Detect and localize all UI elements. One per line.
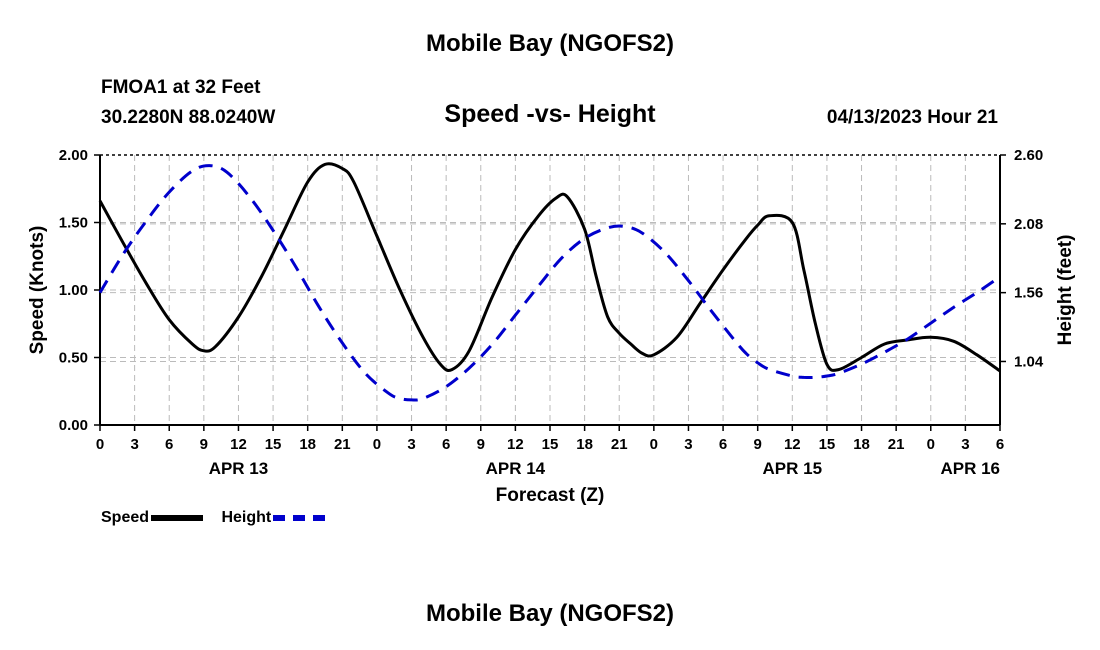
x-tick-label: 0 — [373, 436, 381, 453]
date-label: APR 16 — [940, 459, 1000, 478]
x-tick-label: 12 — [230, 436, 247, 453]
x-tick-label: 6 — [719, 436, 727, 453]
y2-axis-label: Height (feet) — [1055, 235, 1076, 346]
x-tick-label: 21 — [888, 436, 905, 453]
x-tick-label: 15 — [819, 436, 836, 453]
x-tick-label: 6 — [996, 436, 1004, 453]
x-tick-label: 12 — [507, 436, 524, 453]
legend-speed: Speed — [101, 509, 204, 527]
x-tick-label: 0 — [650, 436, 658, 453]
station-name: FMOA1 at 32 Feet — [101, 77, 261, 98]
station-coords: 30.2280N 88.0240W — [101, 107, 276, 128]
series-line-height — [98, 164, 1001, 402]
x-tick-label: 15 — [265, 436, 282, 453]
x-tick-label: 9 — [477, 436, 485, 453]
x-tick-label: 21 — [334, 436, 351, 453]
x-tick-label: 0 — [927, 436, 935, 453]
x-tick-label: 18 — [299, 436, 316, 453]
x-tick-label: 15 — [542, 436, 559, 453]
y2-tick-label: 2.08 — [1014, 216, 1043, 233]
forecast-time: 04/13/2023 Hour 21 — [826, 107, 998, 128]
main-title: Mobile Bay (NGOFS2) — [425, 30, 675, 57]
legend-speed-label: Speed — [101, 509, 150, 526]
x-tick-label: 0 — [96, 436, 104, 453]
x-tick-label: 9 — [754, 436, 762, 453]
legend-height-swatch — [273, 515, 326, 521]
y-tick-label: 2.00 — [59, 147, 88, 164]
footer-title: Mobile Bay (NGOFS2) — [425, 600, 675, 627]
y-axis-label: Speed (Knots) — [27, 226, 48, 355]
legend-speed-swatch — [151, 515, 204, 521]
y2-tick-label: 1.56 — [1014, 285, 1043, 302]
date-label: APR 13 — [209, 459, 269, 478]
legend: Speed Height — [101, 509, 339, 527]
series-line-speed — [98, 162, 1001, 373]
y-tick-label: 1.50 — [59, 215, 88, 232]
chart-title: Speed -vs- Height — [444, 100, 656, 128]
x-axis-label: Forecast (Z) — [496, 485, 605, 506]
date-label: APR 15 — [763, 459, 823, 478]
y2-tick-label: 2.60 — [1014, 147, 1043, 164]
x-tick-label: 3 — [684, 436, 692, 453]
y2-tick-label: 1.04 — [1014, 353, 1044, 370]
x-tick-label: 9 — [200, 436, 208, 453]
x-tick-label: 6 — [165, 436, 173, 453]
y-tick-label: 0.00 — [59, 417, 88, 434]
legend-height-label: Height — [221, 509, 272, 526]
y-tick-label: 1.00 — [59, 282, 88, 299]
legend-height: Height — [221, 509, 326, 527]
x-tick-label: 12 — [784, 436, 801, 453]
x-tick-label: 18 — [853, 436, 870, 453]
x-tick-label: 6 — [442, 436, 450, 453]
date-label: APR 14 — [486, 459, 546, 478]
x-tick-label: 21 — [611, 436, 628, 453]
x-tick-label: 3 — [130, 436, 138, 453]
speed-height-chart: 0 3 6 9 12 15 18 21 0 3 6 9 12 15 18 21 0 3 6 9 12 15 18 21 0 3 6 A… — [27, 147, 1076, 506]
y-tick-label: 0.50 — [59, 350, 88, 367]
x-tick-label: 18 — [576, 436, 593, 453]
x-tick-label: 3 — [961, 436, 969, 453]
x-tick-label: 3 — [407, 436, 415, 453]
